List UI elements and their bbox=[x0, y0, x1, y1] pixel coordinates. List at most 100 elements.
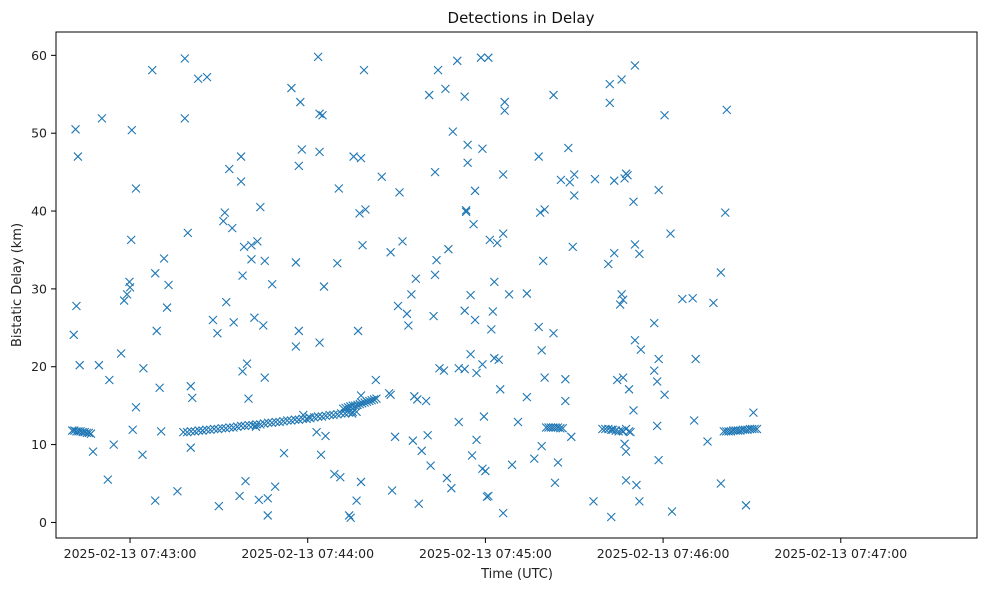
data-point bbox=[513, 417, 523, 427]
data-point bbox=[270, 482, 280, 492]
data-point bbox=[716, 479, 726, 488]
data-point bbox=[178, 427, 188, 437]
data-point bbox=[183, 228, 193, 238]
data-point bbox=[461, 207, 471, 217]
data-point bbox=[566, 432, 576, 442]
data-point bbox=[689, 416, 699, 425]
data-point bbox=[334, 184, 344, 193]
data-point bbox=[617, 75, 627, 84]
data-point bbox=[341, 403, 351, 413]
data-point bbox=[241, 476, 250, 486]
data-point bbox=[560, 396, 570, 406]
data-point bbox=[635, 497, 644, 506]
data-point bbox=[606, 512, 616, 522]
data-point bbox=[364, 396, 374, 406]
data-point bbox=[159, 254, 169, 263]
data-point bbox=[636, 345, 646, 355]
data-point bbox=[332, 258, 342, 268]
data-point bbox=[267, 279, 277, 289]
data-point bbox=[430, 270, 440, 280]
data-point bbox=[297, 145, 307, 154]
data-point bbox=[358, 240, 367, 250]
data-point bbox=[321, 431, 330, 441]
data-point bbox=[417, 446, 427, 456]
data-point bbox=[446, 483, 456, 493]
data-point bbox=[629, 405, 638, 415]
data-point bbox=[369, 395, 379, 404]
data-point bbox=[355, 208, 364, 218]
data-point bbox=[500, 97, 510, 107]
data-point bbox=[214, 501, 224, 511]
data-point bbox=[393, 301, 403, 311]
data-point bbox=[749, 408, 758, 418]
data-point bbox=[338, 404, 348, 414]
data-point bbox=[569, 170, 579, 179]
data-point bbox=[247, 240, 256, 250]
x-tick-label: 2025-02-13 07:43:00 bbox=[64, 546, 197, 561]
data-point bbox=[377, 172, 387, 182]
data-point bbox=[186, 443, 196, 453]
x-axis-label: Time (UTC) bbox=[480, 567, 553, 582]
data-point bbox=[630, 61, 640, 70]
data-point bbox=[590, 174, 600, 184]
data-point bbox=[250, 313, 259, 323]
data-point bbox=[193, 74, 203, 84]
data-point bbox=[346, 513, 356, 523]
data-point bbox=[498, 508, 508, 518]
data-point bbox=[315, 338, 324, 347]
data-point bbox=[372, 394, 381, 404]
data-point bbox=[227, 223, 237, 233]
y-axis-label: Bistatic Delay (km) bbox=[10, 223, 25, 347]
data-point bbox=[660, 390, 669, 400]
data-point bbox=[467, 451, 477, 460]
data-point bbox=[287, 83, 296, 93]
data-point bbox=[187, 393, 197, 403]
data-point bbox=[236, 152, 246, 161]
data-point bbox=[75, 360, 85, 370]
data-point bbox=[630, 240, 640, 249]
data-point bbox=[486, 324, 496, 334]
data-point bbox=[722, 105, 732, 115]
data-point bbox=[624, 384, 634, 394]
data-point bbox=[104, 375, 114, 385]
data-point bbox=[263, 418, 273, 428]
data-point bbox=[558, 423, 568, 433]
data-point bbox=[500, 106, 510, 116]
data-point bbox=[632, 480, 641, 490]
data-point bbox=[535, 208, 545, 217]
data-point bbox=[254, 495, 264, 505]
data-point bbox=[225, 423, 234, 432]
data-point bbox=[629, 197, 638, 207]
data-point bbox=[414, 499, 424, 509]
data-point bbox=[357, 398, 367, 408]
data-point bbox=[244, 420, 254, 430]
data-point bbox=[408, 436, 418, 446]
data-point bbox=[97, 114, 107, 123]
data-point bbox=[236, 177, 246, 186]
data-point bbox=[688, 293, 698, 303]
data-point bbox=[279, 448, 289, 458]
data-point bbox=[556, 175, 566, 185]
data-point bbox=[620, 439, 629, 449]
data-point bbox=[152, 326, 162, 336]
data-point bbox=[335, 472, 345, 482]
data-point bbox=[319, 282, 329, 291]
data-point bbox=[649, 366, 659, 376]
data-point bbox=[720, 208, 730, 217]
data-point bbox=[349, 152, 359, 161]
data-point bbox=[402, 309, 412, 319]
data-point bbox=[290, 415, 300, 425]
data-point bbox=[180, 54, 190, 63]
data-point bbox=[621, 447, 631, 456]
data-point bbox=[411, 274, 421, 284]
data-point bbox=[635, 249, 644, 259]
data-point bbox=[244, 394, 253, 404]
data-point bbox=[466, 290, 475, 300]
data-point bbox=[461, 205, 471, 215]
data-point bbox=[386, 247, 396, 257]
data-point bbox=[386, 390, 396, 400]
data-point bbox=[752, 424, 762, 434]
data-point bbox=[470, 186, 480, 196]
data-point bbox=[387, 486, 397, 495]
data-point bbox=[313, 52, 323, 62]
